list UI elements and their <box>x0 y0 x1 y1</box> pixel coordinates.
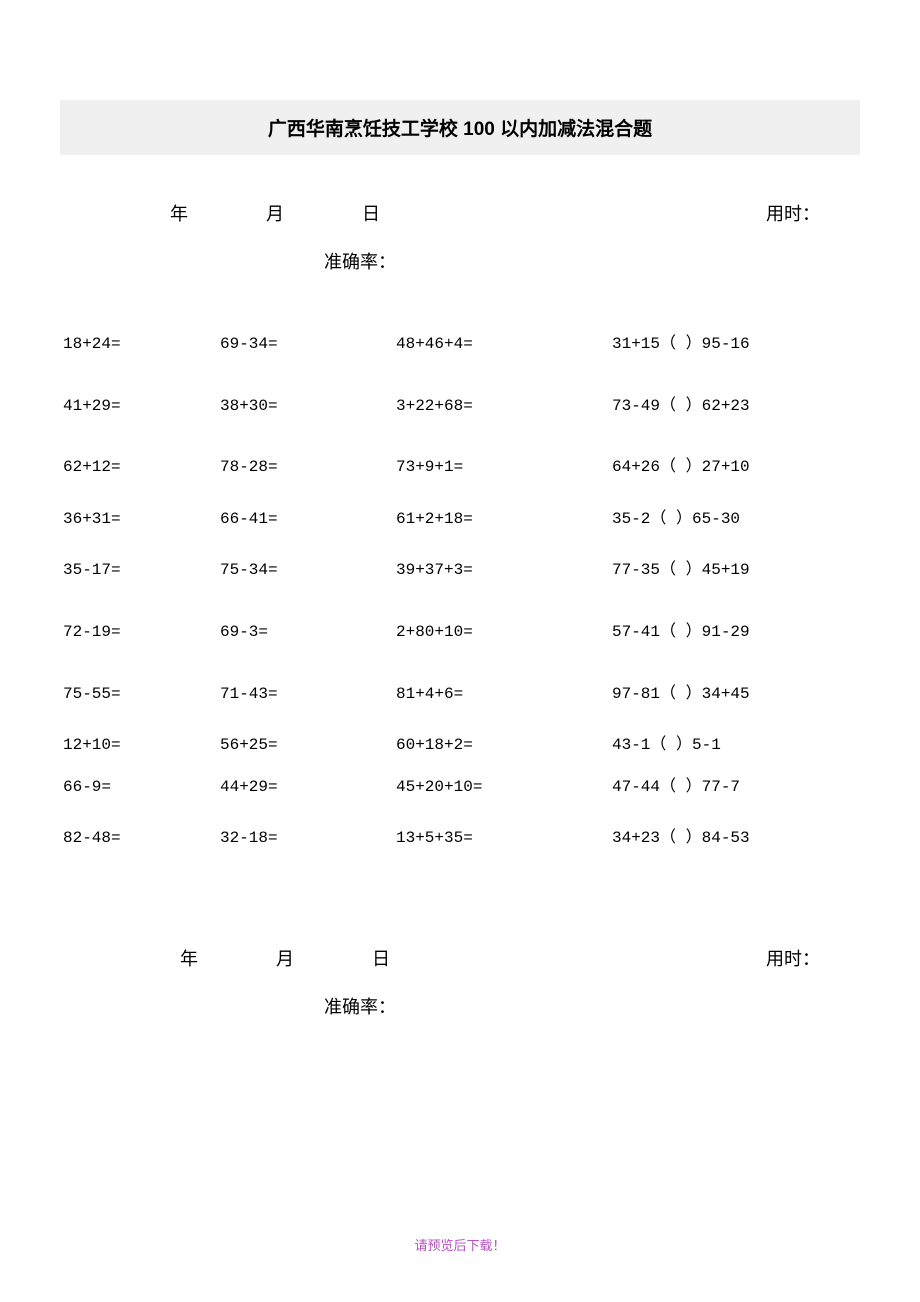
table-row: 35-17=75-34=39+37+3=77-35（ ）45+19 <box>60 540 860 602</box>
problem-cell: 75-34= <box>220 540 396 602</box>
problem-cell: 32-18= <box>220 808 396 870</box>
problem-cell: 82-48= <box>60 808 220 870</box>
problem-cell: 69-3= <box>220 602 396 664</box>
problem-cell: 97-81（ ）34+45 <box>612 664 860 726</box>
month-label: 月 <box>266 200 284 226</box>
problem-cell: 43-1（ ）5-1 <box>612 725 860 767</box>
problem-cell: 38+30= <box>220 376 396 438</box>
table-row: 18+24=69-34=48+46+4=31+15（ ）95-16 <box>60 314 860 376</box>
year-label-2: 年 <box>180 945 198 971</box>
problem-cell: 13+5+35= <box>396 808 612 870</box>
table-row: 36+31=66-41=61+2+18=35-2（ ）65-30 <box>60 499 860 541</box>
table-row: 82-48=32-18=13+5+35=34+23（ ）84-53 <box>60 808 860 870</box>
worksheet-title: 广西华南烹饪技工学校 100 以内加减法混合题 <box>60 100 860 155</box>
problem-cell: 72-19= <box>60 602 220 664</box>
problem-cell: 34+23（ ）84-53 <box>612 808 860 870</box>
problem-cell: 39+37+3= <box>396 540 612 602</box>
table-row: 12+10=56+25=60+18+2=43-1（ ）5-1 <box>60 725 860 767</box>
day-label: 日 <box>362 200 380 226</box>
problem-cell: 77-35（ ）45+19 <box>612 540 860 602</box>
accuracy-label-1: 准确率： <box>60 248 860 274</box>
problem-cell: 35-2（ ）65-30 <box>612 499 860 541</box>
problem-cell: 41+29= <box>60 376 220 438</box>
problem-cell: 73-49（ ）62+23 <box>612 376 860 438</box>
problem-cell: 12+10= <box>60 725 220 767</box>
time-used-label: 用时： <box>766 200 820 226</box>
table-row: 62+12=78-28=73+9+1=64+26（ ）27+10 <box>60 437 860 499</box>
table-row: 72-19=69-3=2+80+10=57-41（ ）91-29 <box>60 602 860 664</box>
table-row: 75-55=71-43=81+4+6=97-81（ ）34+45 <box>60 664 860 726</box>
problem-cell: 2+80+10= <box>396 602 612 664</box>
year-label: 年 <box>170 200 188 226</box>
problem-cell: 56+25= <box>220 725 396 767</box>
day-label-2: 日 <box>372 945 390 971</box>
table-row: 41+29=38+30=3+22+68=73-49（ ）62+23 <box>60 376 860 438</box>
problem-cell: 45+20+10= <box>396 767 612 809</box>
problem-cell: 35-17= <box>60 540 220 602</box>
problem-cell: 69-34= <box>220 314 396 376</box>
accuracy-label-2: 准确率： <box>60 993 860 1019</box>
problem-cell: 31+15（ ）95-16 <box>612 314 860 376</box>
problem-cell: 18+24= <box>60 314 220 376</box>
problem-cell: 3+22+68= <box>396 376 612 438</box>
problem-cell: 60+18+2= <box>396 725 612 767</box>
problem-cell: 66-41= <box>220 499 396 541</box>
time-used-label-2: 用时： <box>766 945 820 971</box>
footer-text: 请预览后下载！ <box>0 1235 920 1254</box>
problem-cell: 71-43= <box>220 664 396 726</box>
problem-cell: 62+12= <box>60 437 220 499</box>
table-row: 66-9=44+29=45+20+10=47-44（ ）77-7 <box>60 767 860 809</box>
problem-cell: 73+9+1= <box>396 437 612 499</box>
problem-cell: 81+4+6= <box>396 664 612 726</box>
problem-cell: 44+29= <box>220 767 396 809</box>
problem-cell: 78-28= <box>220 437 396 499</box>
problems-table: 18+24=69-34=48+46+4=31+15（ ）95-1641+29=3… <box>60 314 860 870</box>
date-header-2: 年 月 日 用时： <box>60 945 860 971</box>
problem-cell: 66-9= <box>60 767 220 809</box>
problem-cell: 48+46+4= <box>396 314 612 376</box>
date-header-1: 年 月 日 用时： <box>60 200 860 226</box>
problem-cell: 47-44（ ）77-7 <box>612 767 860 809</box>
problem-cell: 57-41（ ）91-29 <box>612 602 860 664</box>
problem-cell: 36+31= <box>60 499 220 541</box>
month-label-2: 月 <box>276 945 294 971</box>
problem-cell: 61+2+18= <box>396 499 612 541</box>
second-section: 年 月 日 用时： 准确率： <box>60 945 860 1019</box>
problem-cell: 75-55= <box>60 664 220 726</box>
problem-cell: 64+26（ ）27+10 <box>612 437 860 499</box>
